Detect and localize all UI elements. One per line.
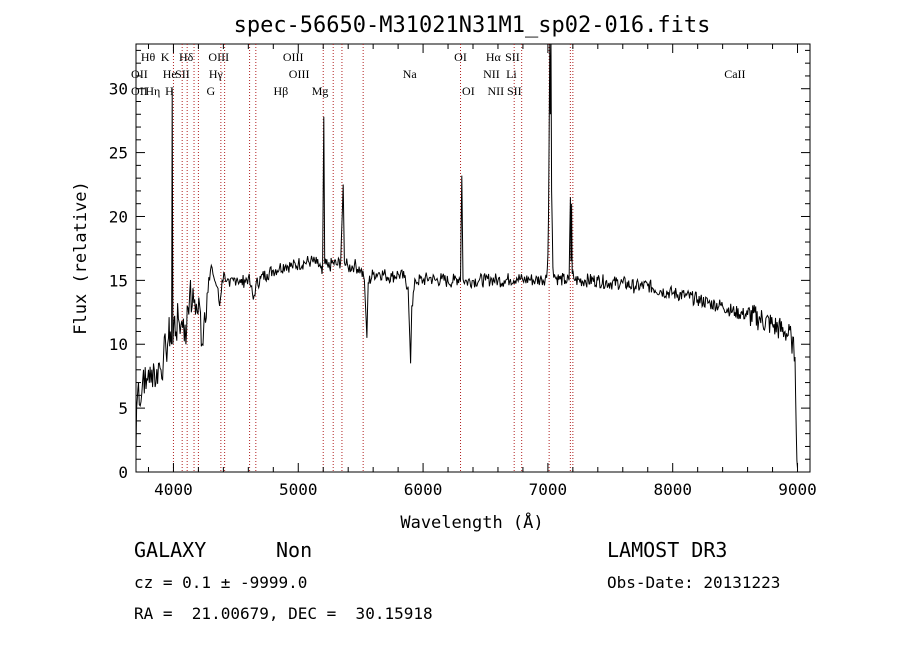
object-subclass: Non bbox=[276, 538, 313, 562]
line-marker-label: SII bbox=[175, 67, 190, 81]
y-axis-label: Flux (relative) bbox=[71, 181, 91, 335]
line-marker-label: He bbox=[163, 67, 177, 81]
line-marker-label: G bbox=[207, 84, 216, 98]
line-marker-label: Hγ bbox=[209, 67, 224, 81]
y-tick-label: 20 bbox=[109, 207, 128, 226]
x-tick-label: 4000 bbox=[154, 480, 193, 499]
line-marker-label: SII bbox=[505, 50, 520, 64]
line-marker-label: Hβ bbox=[274, 84, 289, 98]
line-marker-label: OII bbox=[131, 84, 148, 98]
x-tick-label: 6000 bbox=[404, 480, 443, 499]
line-marker-label: NII bbox=[483, 67, 500, 81]
line-marker-label: Hη bbox=[145, 84, 160, 98]
survey-name: LAMOST DR3 bbox=[607, 538, 728, 562]
y-tick-label: 30 bbox=[109, 80, 128, 99]
line-marker-label: K bbox=[161, 50, 170, 64]
line-marker-label: Li bbox=[506, 67, 517, 81]
line-marker-label: OI bbox=[462, 84, 475, 98]
line-marker-label: H bbox=[165, 84, 174, 98]
y-tick-label: 10 bbox=[109, 335, 128, 354]
redshift-value: cz = 0.1 ± -9999.0 bbox=[134, 573, 308, 592]
line-marker-label: OI bbox=[454, 50, 467, 64]
y-tick-label: 15 bbox=[109, 271, 128, 290]
line-marker-label: OIII bbox=[283, 50, 304, 64]
line-marker-label: OII bbox=[131, 67, 148, 81]
plot-frame bbox=[135, 43, 811, 473]
x-axis-label: Wavelength (Å) bbox=[400, 511, 543, 533]
line-marker-label: SII bbox=[507, 84, 522, 98]
chart-title: spec-56650-M31021N31M1_sp02-016.fits bbox=[234, 13, 711, 38]
x-tick-label: 9000 bbox=[778, 480, 817, 499]
line-marker-label: Hθ bbox=[141, 50, 156, 64]
line-marker-label: CaII bbox=[724, 67, 745, 81]
line-marker-label: Mg bbox=[312, 84, 329, 98]
line-marker-label: Hδ bbox=[179, 50, 194, 64]
line-marker-label: OIII bbox=[208, 50, 229, 64]
x-tick-label: 7000 bbox=[529, 480, 568, 499]
line-marker-label: OIII bbox=[289, 67, 310, 81]
y-tick-label: 0 bbox=[118, 463, 128, 482]
line-marker-label: NII bbox=[488, 84, 505, 98]
line-marker-label: Hα bbox=[486, 50, 502, 64]
axis-ticks: 4000 5000 6000 7000 8000 9000 0 5 10 15 20 25 30 bbox=[109, 44, 817, 499]
plot-area-border bbox=[135, 43, 811, 473]
object-class: GALAXY bbox=[134, 538, 207, 562]
spectrum-layer bbox=[135, 43, 798, 469]
spectrum-line bbox=[135, 43, 798, 469]
y-tick-label: 25 bbox=[109, 144, 128, 163]
x-tick-label: 5000 bbox=[279, 480, 318, 499]
emission-line-markers bbox=[172, 44, 574, 472]
ra-dec-value: RA = 21.00679, DEC = 30.15918 bbox=[134, 604, 433, 623]
y-tick-label: 5 bbox=[118, 399, 128, 418]
observation-date: Obs-Date: 20131223 bbox=[607, 573, 781, 592]
line-marker-label: Na bbox=[403, 67, 418, 81]
x-tick-label: 8000 bbox=[653, 480, 692, 499]
